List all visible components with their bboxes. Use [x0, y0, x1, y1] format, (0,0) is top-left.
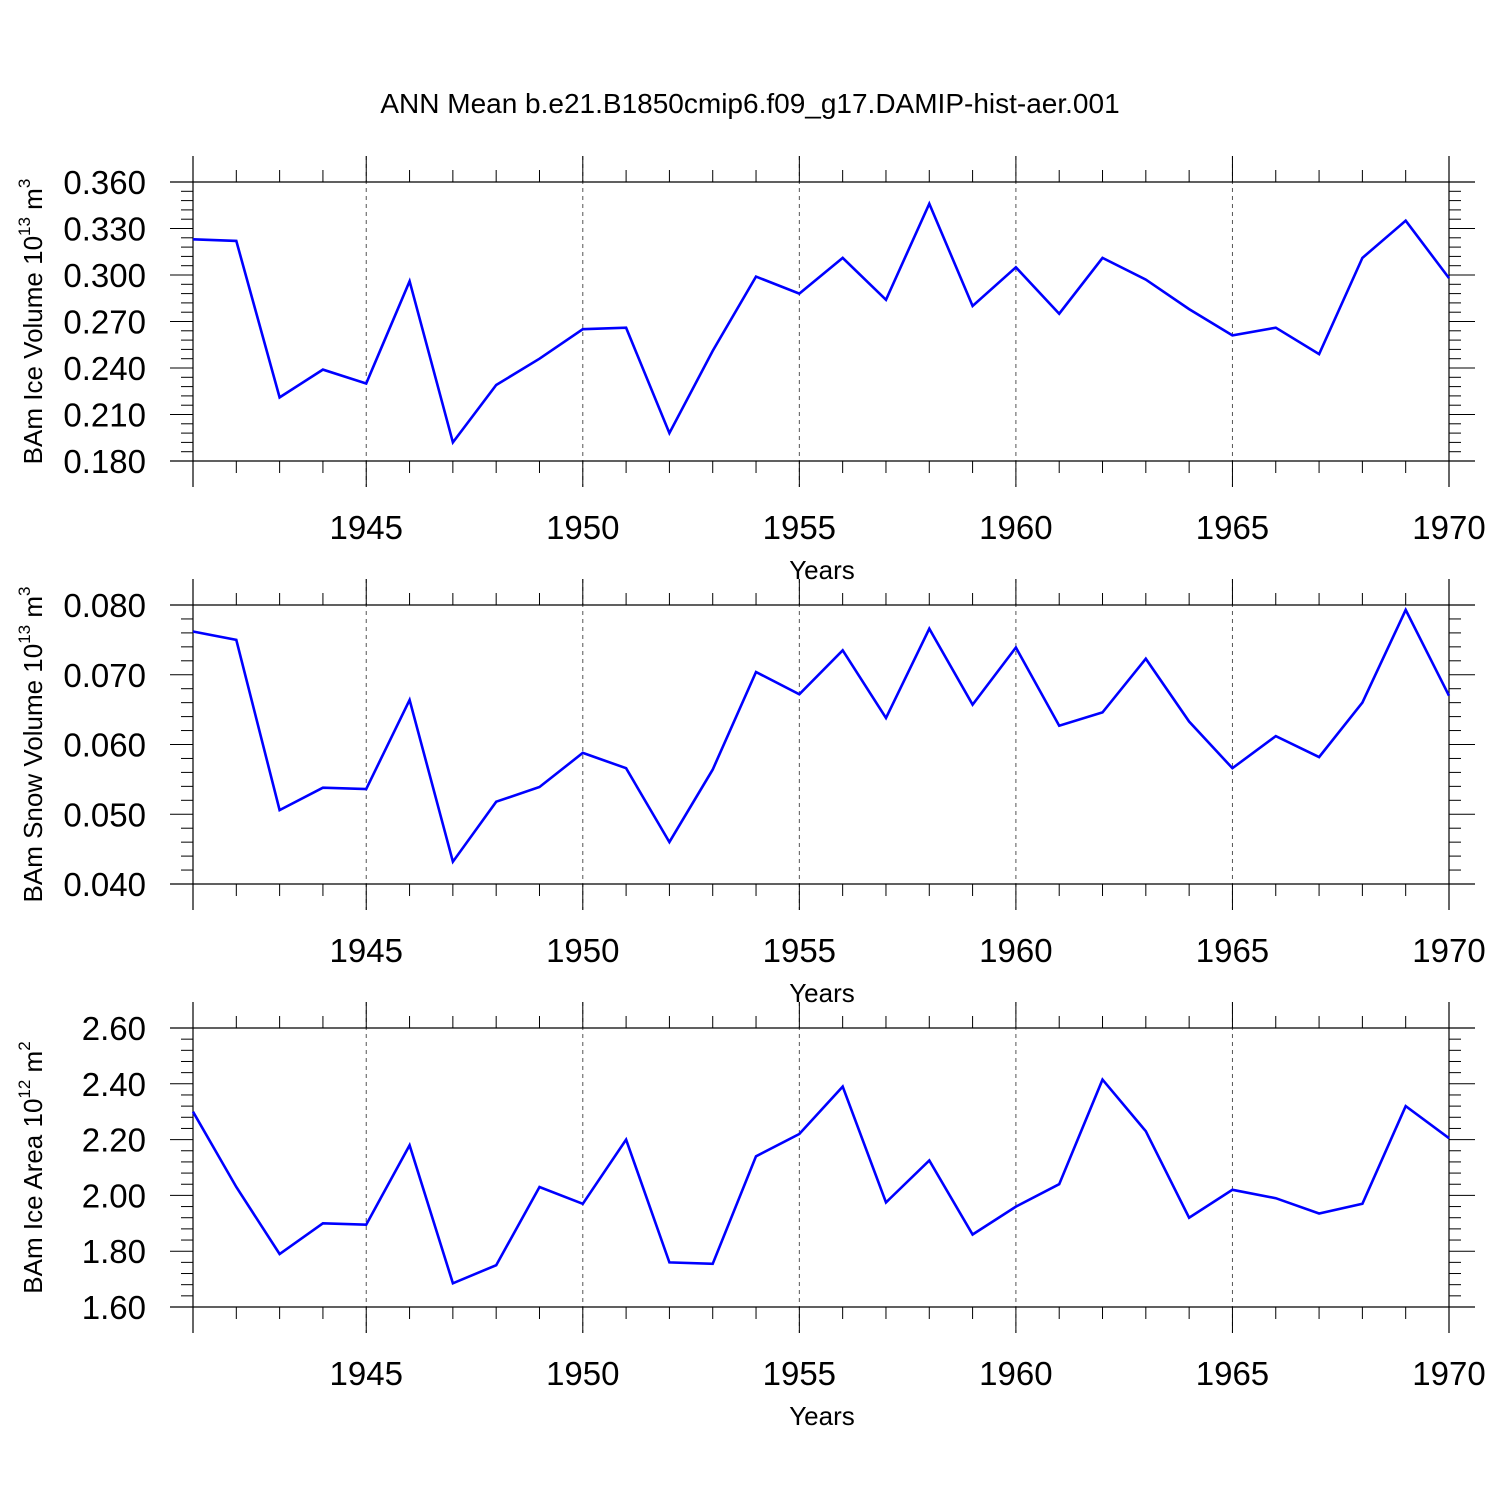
- y-tick-label: 2.00: [82, 1177, 146, 1214]
- y-tick-label: 0.360: [63, 164, 146, 201]
- x-tick-label: 1955: [763, 932, 836, 969]
- chart-panel-2: 1945 1950 1955 1960 1965 1970 0.040 0.050 0.060 0…: [15, 579, 1486, 1008]
- x-axis-title: Years: [789, 1401, 855, 1431]
- x-tick-label: 1970: [1412, 1355, 1485, 1392]
- y-tick-label: 1.60: [82, 1289, 146, 1326]
- x-tick-label: 1945: [330, 509, 403, 546]
- y-tick-label: 0.040: [63, 866, 146, 903]
- chart-panel-3: 1945 1950 1955 1960 1965 1970 1.60 1.80 2.00 2.20…: [15, 1002, 1486, 1431]
- x-tick-label: 1950: [546, 509, 619, 546]
- y-tick-label: 0.050: [63, 796, 146, 833]
- chart-title: ANN Mean b.e21.B1850cmip6.f09_g17.DAMIP-…: [380, 88, 1120, 119]
- x-axis-title: Years: [789, 555, 855, 585]
- x-tick-label: 1965: [1196, 1355, 1269, 1392]
- y-tick-label: 1.80: [82, 1233, 146, 1270]
- series-line: [192, 200, 1451, 446]
- y-axis-title: BAm Ice Area 1012 m2: [15, 1041, 48, 1293]
- x-tick-label: 1965: [1196, 509, 1269, 546]
- chart-panel-1: 1945 1950 1955 1960 1965 1970 0.180 0.210 0.240 0…: [15, 156, 1486, 585]
- y-tick-label: 0.240: [63, 350, 146, 387]
- y-tick-label: 0.270: [63, 304, 146, 341]
- y-tick-label: 0.080: [63, 587, 146, 624]
- x-tick-label: 1970: [1412, 509, 1485, 546]
- y-axis-title: BAm Ice Volume 1013 m3: [15, 179, 48, 465]
- y-tick-label: 0.210: [63, 397, 146, 434]
- y-tick-label: 2.20: [82, 1122, 146, 1159]
- x-tick-label: 1960: [979, 932, 1052, 969]
- y-tick-label: 0.070: [63, 657, 146, 694]
- x-tick-label: 1955: [763, 509, 836, 546]
- x-tick-label: 1955: [763, 1355, 836, 1392]
- x-tick-label: 1950: [546, 932, 619, 969]
- series-line: [192, 606, 1451, 865]
- y-tick-label: 2.60: [82, 1010, 146, 1047]
- x-tick-label: 1960: [979, 509, 1052, 546]
- y-tick-label: 2.40: [82, 1066, 146, 1103]
- x-tick-label: 1960: [979, 1355, 1052, 1392]
- series-line: [191, 1077, 1450, 1286]
- x-tick-label: 1965: [1196, 932, 1269, 969]
- y-tick-label: 0.060: [63, 727, 146, 764]
- y-tick-label: 0.330: [63, 211, 146, 248]
- y-tick-label: 0.180: [63, 443, 146, 480]
- x-tick-label: 1950: [546, 1355, 619, 1392]
- x-tick-label: 1945: [330, 932, 403, 969]
- y-axis-title: BAm Snow Volume 1013 m3: [15, 587, 48, 903]
- x-tick-label: 1945: [330, 1355, 403, 1392]
- y-tick-label: 0.300: [63, 257, 146, 294]
- x-tick-label: 1970: [1412, 932, 1485, 969]
- x-axis-title: Years: [789, 978, 855, 1008]
